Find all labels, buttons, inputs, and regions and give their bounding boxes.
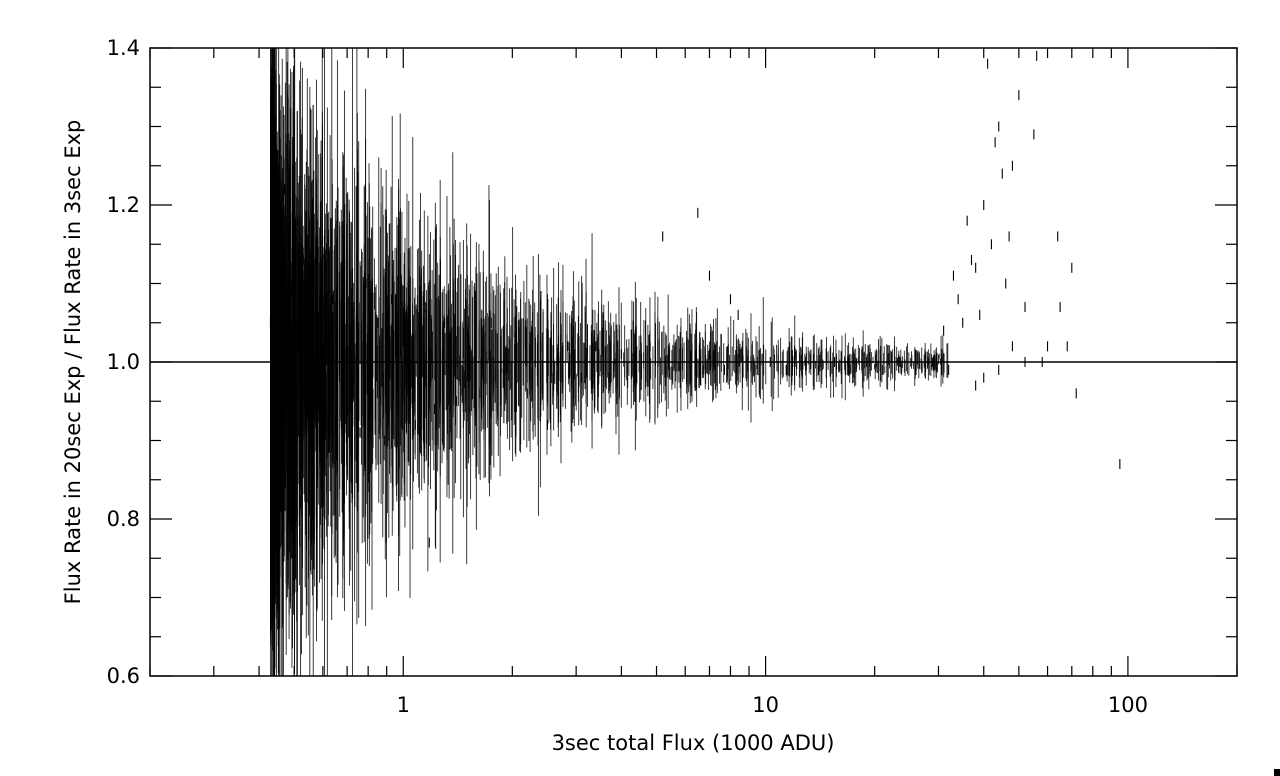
x-tick-label: 1 — [397, 693, 410, 717]
data-points — [269, 50, 1121, 556]
y-axis-title: Flux Rate in 20sec Exp / Flux Rate in 3s… — [61, 120, 85, 605]
y-tick-label: 0.6 — [107, 664, 140, 688]
y-tick-labels: 0.6 0.8 1.0 1.2 1.4 — [107, 36, 140, 688]
y-tick-label: 1.4 — [107, 36, 140, 60]
x-tick-label: 10 — [752, 693, 779, 717]
x-tick-labels: 1 10 100 — [397, 693, 1148, 717]
y-tick-label: 1.2 — [107, 193, 140, 217]
measurement-bars — [270, 48, 949, 676]
y-tick-label: 1.0 — [107, 350, 140, 374]
x-axis-title: 3sec total Flux (1000 ADU) — [552, 731, 835, 755]
x-tick-label: 100 — [1108, 693, 1148, 717]
y-tick-label: 0.8 — [107, 507, 140, 531]
corner-marker — [1274, 769, 1280, 776]
